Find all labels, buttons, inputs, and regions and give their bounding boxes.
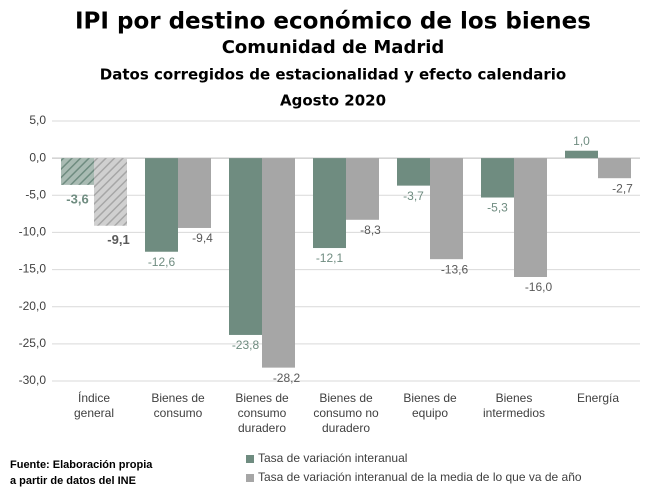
source: a partir de datos del INE: [10, 475, 136, 487]
y-tick-label: -10,0: [19, 225, 47, 239]
x-tick-label: consumo: [238, 406, 287, 420]
y-tick-label: 5,0: [29, 113, 46, 127]
legend-swatch: [246, 474, 254, 482]
x-tick-label: consumo no: [313, 406, 379, 420]
value-label: -3,7: [403, 189, 424, 203]
x-tick-label: Energía: [577, 391, 619, 405]
bar: [145, 158, 178, 252]
value-label: -12,6: [148, 255, 176, 269]
source: Fuente: Elaboración propia: [10, 459, 153, 471]
x-tick-label: Bienes de: [403, 391, 457, 405]
value-label: 1,0: [573, 134, 590, 148]
value-label: -3,6: [66, 191, 88, 206]
x-tick-label: intermedios: [483, 406, 545, 420]
bar: [262, 158, 295, 368]
bar: [178, 158, 211, 228]
x-tick-label: consumo: [154, 406, 203, 420]
y-tick-label: -20,0: [19, 299, 47, 313]
x-tick-label: duradero: [322, 421, 370, 435]
bar: [565, 150, 598, 159]
legend-label: Tasa de variación interanual de la media…: [258, 470, 582, 484]
bar: [229, 158, 262, 335]
bar: [397, 158, 430, 186]
value-label: -8,3: [360, 223, 381, 237]
x-tick-label: duradero: [238, 421, 286, 435]
bar: [313, 158, 346, 249]
value-label: -13,6: [441, 262, 469, 276]
y-tick-label: -30,0: [19, 373, 47, 387]
x-tick-label: Bienes de: [151, 391, 205, 405]
bar: [94, 158, 127, 226]
value-label: -23,8: [232, 338, 260, 352]
value-label: -9,1: [107, 232, 129, 247]
x-tick-label: Bienes de: [319, 391, 373, 405]
x-tick-label: Bienes de: [235, 391, 289, 405]
x-tick-label: general: [74, 406, 114, 420]
bar: [346, 158, 379, 220]
y-tick-label: -25,0: [19, 336, 47, 350]
x-tick-label: equipo: [412, 406, 448, 420]
chart-title: IPI por destino económico de los bienes: [75, 9, 591, 35]
value-label: -5,3: [487, 201, 508, 215]
bar: [598, 158, 631, 179]
value-label: -12,1: [316, 251, 344, 265]
legend-label: Tasa de variación interanual: [258, 451, 407, 465]
x-tick-label: Bienes: [496, 391, 533, 405]
y-tick-label: -5,0: [25, 187, 46, 201]
value-label: -9,4: [192, 231, 213, 245]
bar: [481, 158, 514, 198]
y-tick-label: -15,0: [19, 262, 47, 276]
chart-subtitle: Datos corregidos de estacionalidad y efe…: [100, 66, 566, 84]
y-tick-label: 0,0: [29, 150, 46, 164]
bar: [61, 158, 94, 185]
bar: [514, 158, 547, 277]
value-label: -16,0: [525, 280, 553, 294]
legend-swatch: [246, 455, 254, 463]
value-label: -2,7: [612, 181, 633, 195]
chart-subtitle: Agosto 2020: [280, 92, 386, 110]
value-label: -28,2: [273, 371, 301, 385]
chart-subtitle: Comunidad de Madrid: [222, 37, 445, 58]
bar: [430, 158, 463, 260]
x-tick-label: Índice: [78, 390, 110, 405]
